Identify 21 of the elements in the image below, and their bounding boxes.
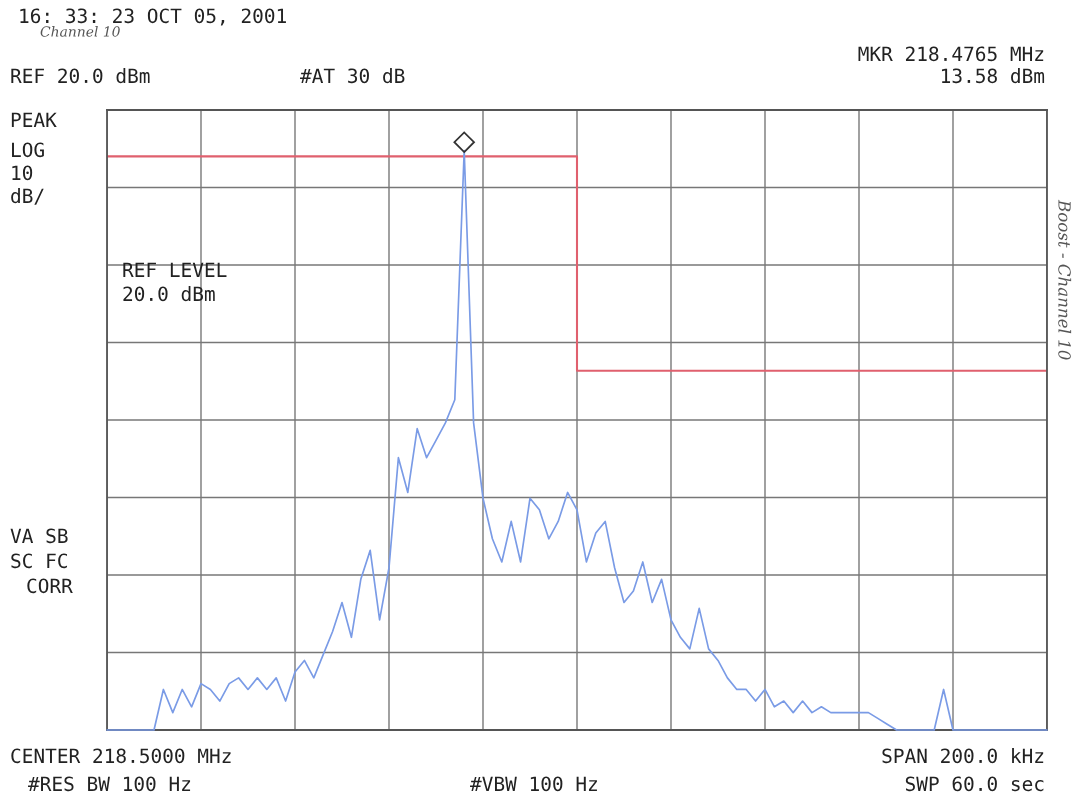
text: 16: 33: 23 OCT 05, 2001 [20, 8, 286, 26]
text: 10 [12, 165, 33, 181]
text: Boost - Channel 10 [1058, 199, 1072, 360]
text: Channel 10 [40, 26, 120, 37]
text: SWP 60.0 sec [905, 776, 1044, 792]
text: #VBW 100 Hz [470, 776, 597, 792]
text: CENTER 218.5000 MHz [11, 748, 231, 764]
annotation: 20.0 dBm [123, 286, 215, 302]
annotation: REF LEVEL [123, 262, 227, 277]
text: dB/ [11, 188, 44, 205]
text: CORR [27, 578, 73, 594]
text: #AT 30 dB [300, 68, 405, 84]
text: LOG [12, 142, 44, 158]
text: #RES BW 100 Hz [28, 776, 191, 792]
text: PEAK [11, 112, 57, 127]
text: VA SB [10, 528, 68, 544]
text: SPAN 200.0 kHz [882, 748, 1044, 764]
text: MKR 218.4765 MHz [858, 46, 1044, 62]
text: REF 20.0 dBm [11, 68, 150, 84]
text: SC FC [11, 553, 68, 569]
text: 13.58 dBm [941, 68, 1045, 84]
